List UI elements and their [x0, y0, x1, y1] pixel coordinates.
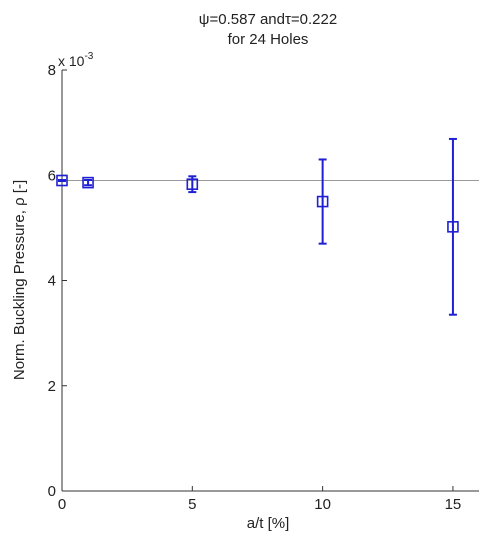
y-tick-label: 6 — [48, 167, 56, 184]
y-tick-label: 4 — [48, 273, 56, 290]
y-tick-label: 0 — [48, 483, 56, 500]
y-tick-label: 2 — [48, 378, 56, 395]
x-tick-label: 15 — [445, 496, 462, 513]
tick-labels: 0 2 4 6 8 0 5 10 15 — [48, 62, 462, 513]
y-tick-label: 8 — [48, 62, 56, 79]
x-tick-label: 0 — [58, 496, 66, 513]
data-point — [82, 176, 94, 189]
data-point — [56, 174, 68, 187]
data-point — [316, 195, 329, 208]
y-exponent-power: -3 — [84, 51, 93, 62]
data-point — [186, 178, 199, 190]
chart-title-line-1: ψ=0.587 andτ=0.222 — [199, 11, 337, 28]
x-axis-label: a/t [%] — [247, 515, 290, 532]
x-tick-label: 5 — [188, 496, 196, 513]
data-point — [447, 221, 459, 233]
y-exponent-prefix: x 10 — [58, 53, 85, 69]
data-marks — [56, 137, 459, 316]
y-exponent-label: x 10-3 — [58, 51, 94, 69]
x-tick-label: 10 — [314, 496, 331, 513]
plot-area — [61, 69, 479, 492]
chart-title-line-2: for 24 Holes — [228, 31, 309, 48]
y-axis-label: Norm. Buckling Pressure, ρ [-] — [11, 180, 28, 380]
